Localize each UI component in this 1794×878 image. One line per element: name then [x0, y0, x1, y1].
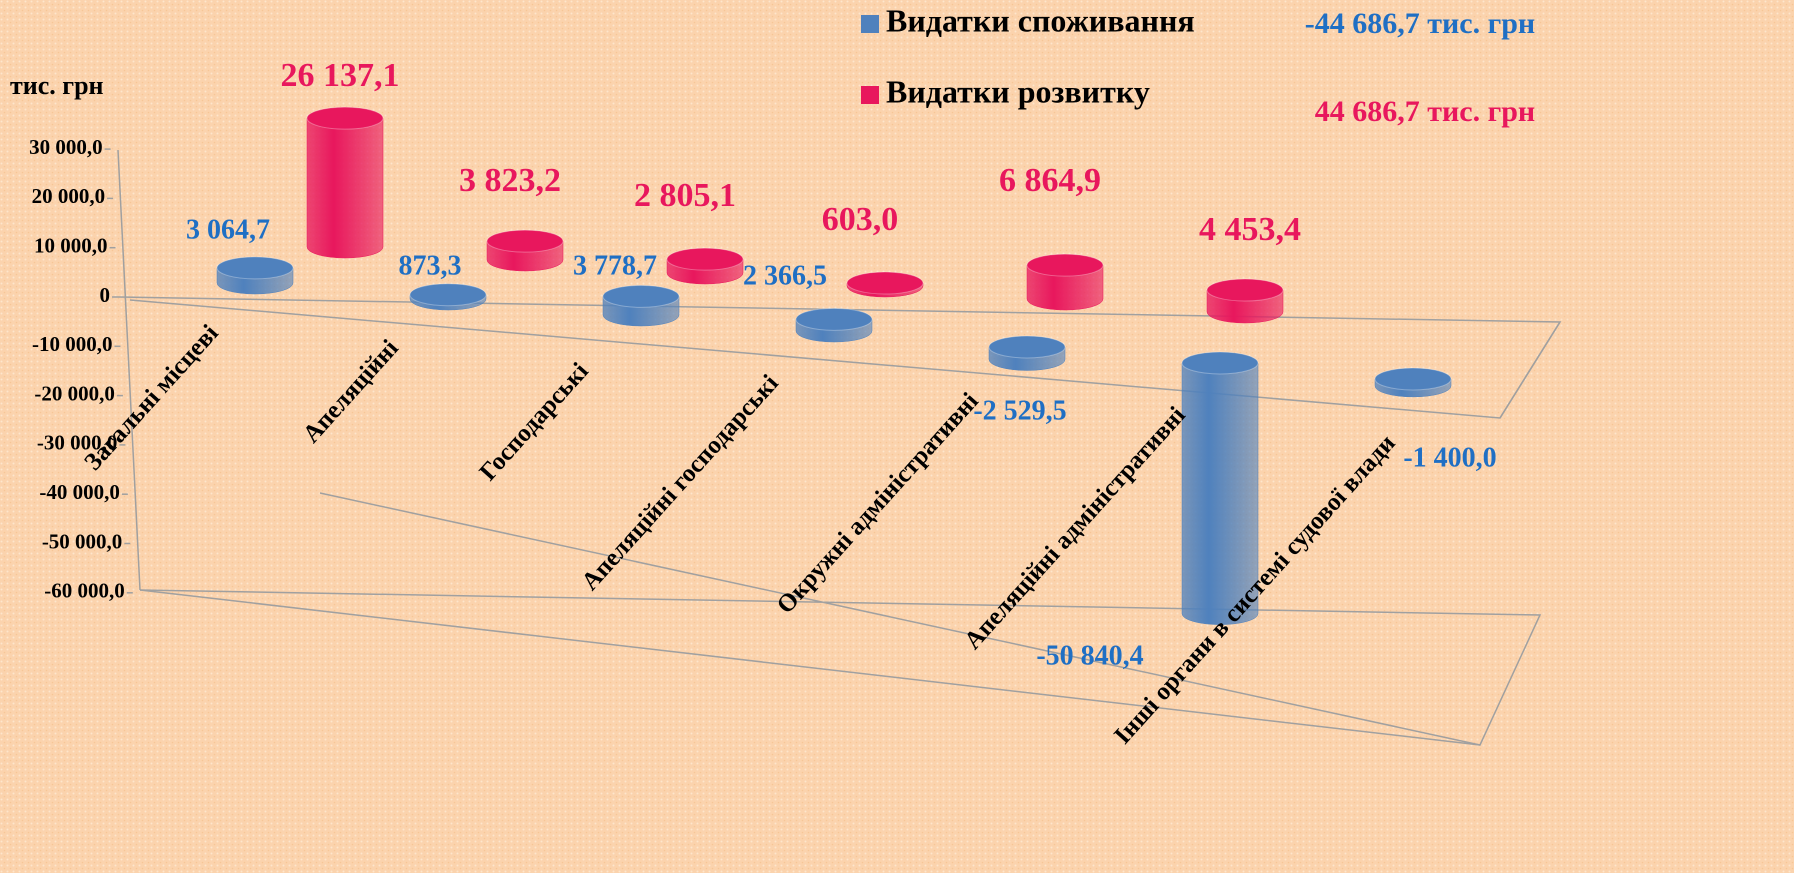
value-label: -2 529,5	[973, 395, 1066, 426]
cylinder-top	[486, 229, 564, 253]
value-label: 873,3	[399, 250, 462, 281]
y-tick-label: -40 000,0	[39, 480, 120, 504]
cylinder	[1026, 253, 1104, 311]
cylinder	[846, 271, 924, 298]
cylinder	[988, 335, 1066, 371]
legend-swatch	[861, 15, 879, 33]
cylinder-top	[306, 106, 384, 130]
cylinder-top	[1374, 367, 1452, 391]
y-tick-label: -20 000,0	[34, 381, 115, 405]
cylinder-top	[666, 247, 744, 271]
value-label: 3 064,7	[186, 214, 270, 245]
legend-swatch	[861, 86, 879, 104]
value-label: 2 366,5	[743, 260, 827, 291]
cylinder	[216, 256, 294, 295]
cylinder-body	[1181, 362, 1259, 625]
cylinder-top	[409, 283, 487, 307]
y-tick-label: 0	[100, 283, 111, 307]
y-tick-label: 30 000,0	[29, 135, 103, 159]
y-tick-label: 10 000,0	[34, 234, 108, 258]
y-tick-label: -30 000,0	[37, 431, 118, 455]
cylinder-top	[795, 307, 873, 331]
total-label: 44 686,7 тис. грн	[1315, 95, 1535, 128]
cylinder	[1181, 351, 1259, 625]
cylinder-top	[1026, 253, 1104, 277]
y-tick-label: -50 000,0	[42, 529, 123, 553]
cylinder-top	[846, 271, 924, 295]
value-label: 26 137,1	[281, 57, 400, 94]
cylinder	[409, 283, 487, 311]
value-label: 6 864,9	[999, 162, 1101, 199]
cylinder	[486, 229, 564, 272]
total-label: -44 686,7 тис. грн	[1305, 7, 1535, 40]
cylinder-top	[216, 256, 294, 280]
cylinder	[306, 106, 384, 259]
axis-label: тис. грн	[10, 71, 104, 100]
value-label: 3 823,2	[459, 162, 561, 199]
y-tick-label: -10 000,0	[32, 332, 113, 356]
cylinder-top	[602, 284, 680, 308]
value-label: -1 400,0	[1403, 442, 1496, 473]
value-label: 603,0	[822, 201, 899, 238]
cylinder	[602, 284, 680, 327]
value-label: 2 805,1	[634, 177, 736, 214]
y-tick-label: 20 000,0	[32, 184, 106, 208]
value-label: -50 840,4	[1036, 640, 1143, 671]
value-label: 3 778,7	[573, 250, 657, 281]
cylinder-top	[1181, 351, 1259, 375]
cylinder	[666, 247, 744, 285]
cylinder-body	[306, 117, 384, 259]
legend-label: Видатки споживання	[886, 2, 1195, 38]
cylinder	[795, 307, 873, 343]
y-tick-label: -60 000,0	[44, 579, 125, 603]
cylinder	[1374, 367, 1452, 398]
value-label: 4 453,4	[1199, 211, 1301, 248]
cylinder-top	[1206, 278, 1284, 302]
legend-label: Видатки розвитку	[886, 73, 1150, 109]
cylinder-top	[988, 335, 1066, 359]
cylinder	[1206, 278, 1284, 324]
cylinder-body	[1026, 264, 1104, 311]
